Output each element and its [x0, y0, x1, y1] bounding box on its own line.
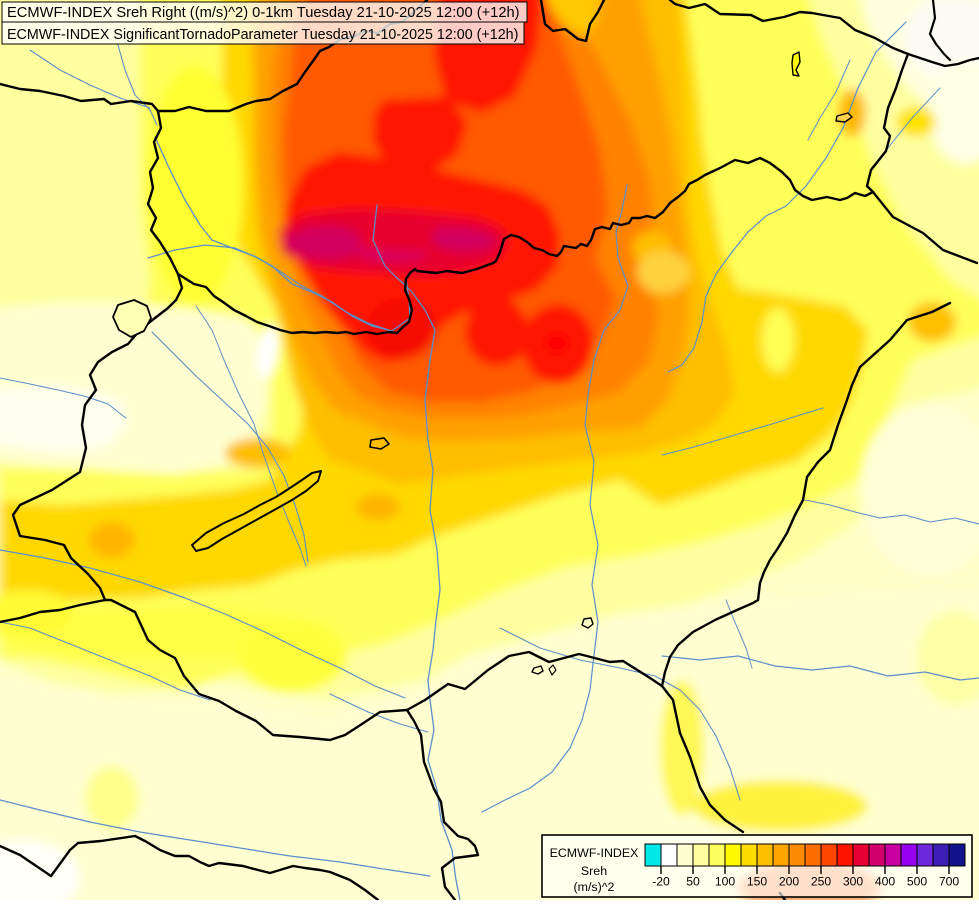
- svg-text:-20: -20: [652, 875, 670, 889]
- svg-text:(m/s)^2: (m/s)^2: [574, 880, 615, 894]
- svg-text:Sreh: Sreh: [581, 864, 607, 878]
- svg-text:150: 150: [747, 875, 768, 889]
- svg-text:50: 50: [686, 875, 700, 889]
- svg-text:ECMWF-INDEX SignificantTornado: ECMWF-INDEX SignificantTornadoParameter …: [7, 27, 518, 43]
- svg-text:250: 250: [811, 875, 832, 889]
- svg-text:ECMWF-INDEX: ECMWF-INDEX: [550, 846, 639, 860]
- svg-text:700: 700: [939, 875, 960, 889]
- svg-text:100: 100: [715, 875, 736, 889]
- svg-text:300: 300: [843, 875, 864, 889]
- svg-text:ECMWF-INDEX Sreh Right ((m/s)^: ECMWF-INDEX Sreh Right ((m/s)^2) 0-1km T…: [7, 5, 520, 21]
- svg-text:400: 400: [875, 875, 896, 889]
- svg-text:500: 500: [907, 875, 928, 889]
- svg-text:200: 200: [779, 875, 800, 889]
